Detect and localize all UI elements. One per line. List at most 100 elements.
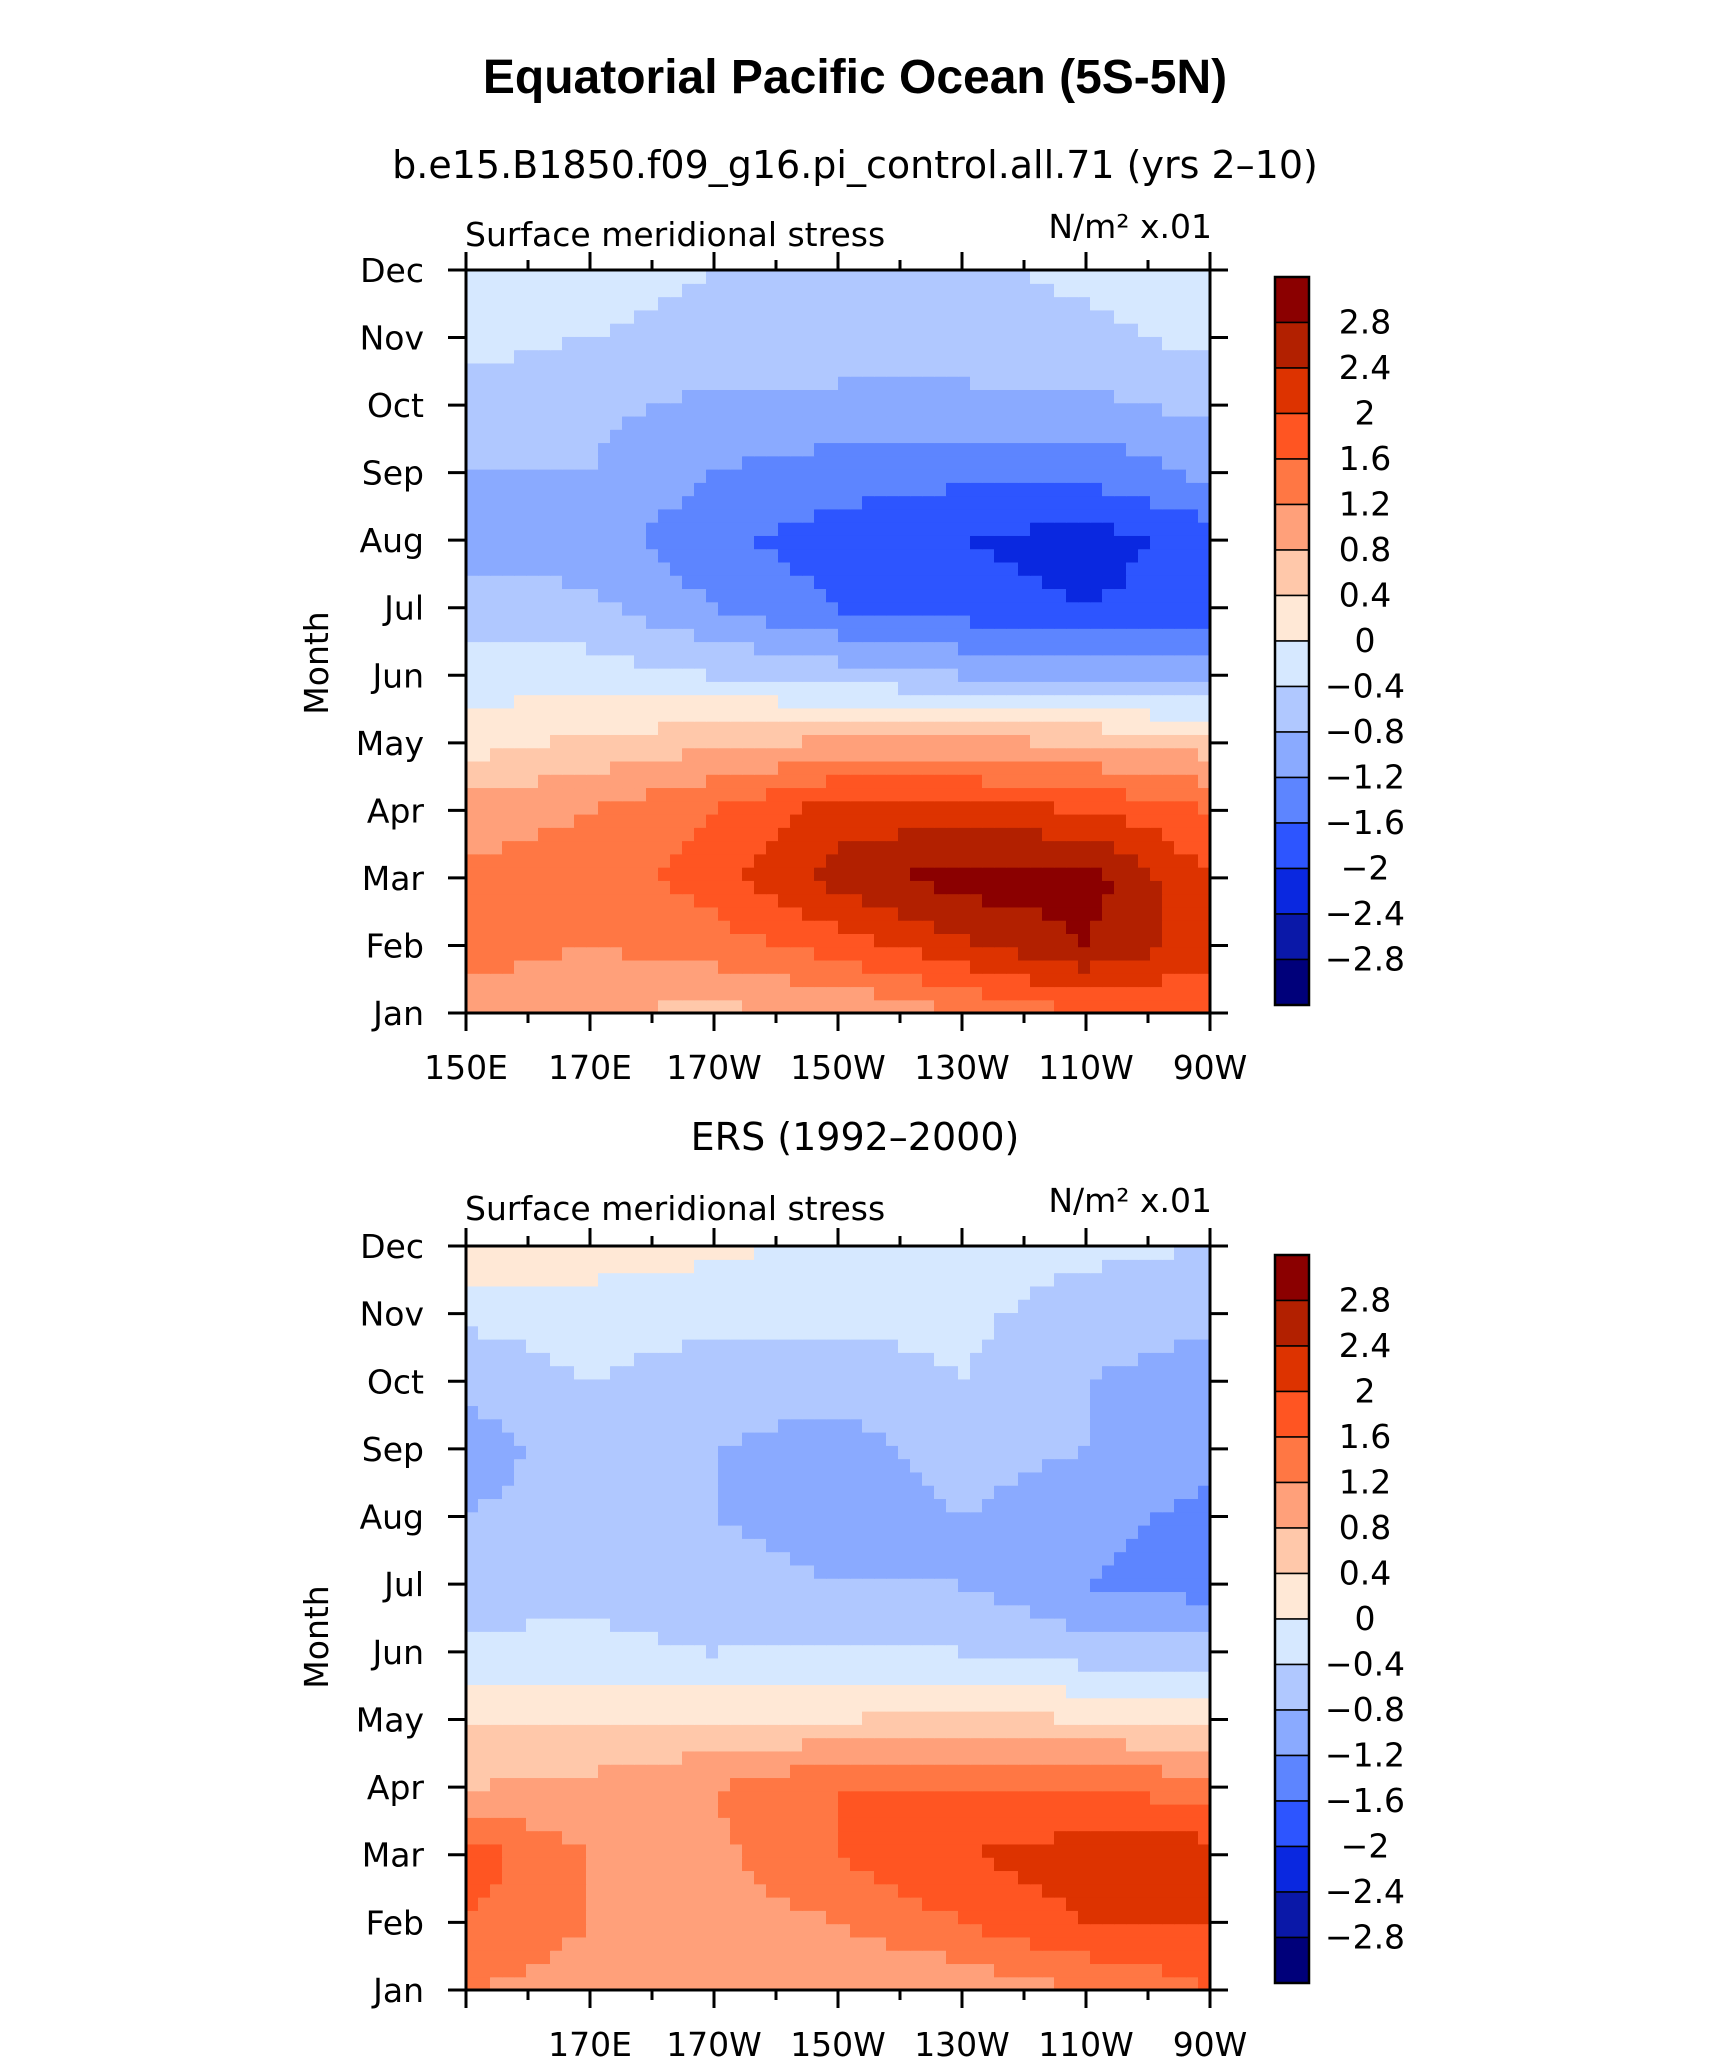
heatmap-cell [634, 336, 647, 351]
heatmap-cell [1054, 601, 1067, 616]
heatmap-cell [634, 946, 647, 961]
heatmap-cell [1030, 1764, 1043, 1779]
heatmap-cell [1186, 1857, 1199, 1872]
heatmap-cell [1186, 800, 1199, 815]
heatmap-cell [694, 1750, 707, 1765]
heatmap-cell [670, 1737, 683, 1752]
heatmap-cell [754, 1936, 767, 1951]
heatmap-cell [598, 402, 611, 417]
heatmap-cell [1030, 1883, 1043, 1898]
heatmap-cell [730, 853, 743, 868]
heatmap-cell [730, 296, 743, 311]
heatmap-cell [586, 853, 599, 868]
heatmap-cell [634, 1950, 647, 1965]
heatmap-cell [1162, 959, 1175, 974]
heatmap-cell [490, 853, 503, 868]
heatmap-cell [562, 986, 575, 1001]
heatmap-cell [466, 920, 479, 934]
heatmap-cell [1078, 734, 1091, 749]
heatmap-cell [1162, 575, 1175, 590]
heatmap-cell [490, 588, 503, 603]
heatmap-cell [490, 1950, 503, 1965]
heatmap-cell [718, 575, 731, 590]
heatmap-cell [790, 774, 803, 789]
heatmap-cell [598, 376, 611, 391]
heatmap-cell [730, 522, 743, 536]
heatmap-cell [646, 880, 659, 895]
heatmap-cell [1162, 601, 1175, 616]
heatmap-cell [1174, 774, 1187, 789]
heatmap-cell [802, 893, 815, 908]
heatmap-cell [466, 946, 479, 961]
heatmap-cell [502, 1724, 515, 1739]
heatmap-cell [982, 1737, 995, 1752]
heatmap-cell [934, 681, 947, 696]
heatmap-cell [1114, 296, 1127, 311]
heatmap-cell [526, 482, 539, 497]
heatmap-cell [1198, 508, 1211, 523]
heatmap-cell [850, 1950, 863, 1965]
heatmap-cell [898, 283, 911, 298]
heatmap-cell [550, 694, 563, 709]
colorbar-box [1274, 685, 1310, 733]
heatmap-cell [706, 548, 719, 563]
heatmap-cell [1006, 455, 1019, 470]
heatmap-cell [1174, 1790, 1187, 1805]
heatmap-cell [790, 827, 803, 842]
heatmap-cell [898, 389, 911, 404]
heatmap-cell [1054, 800, 1067, 815]
heatmap-cell [574, 1737, 587, 1752]
heatmap-cell [898, 1817, 911, 1832]
heatmap-cell [826, 1897, 839, 1911]
heatmap-cell [502, 389, 515, 404]
heatmap-cell [1078, 296, 1091, 311]
heatmap-cell [754, 376, 767, 391]
heatmap-cell [610, 336, 623, 351]
heatmap-cell [1078, 906, 1091, 921]
heatmap-cell [802, 827, 815, 842]
heatmap-cell [682, 389, 695, 404]
heatmap-cell [1078, 747, 1091, 762]
heatmap-cell [1006, 1976, 1019, 1991]
heatmap-cell [1006, 774, 1019, 789]
heatmap-cell [466, 1697, 479, 1712]
heatmap-cell [514, 1910, 527, 1925]
y-tick-label: Apr [367, 791, 425, 830]
heatmap-cell [682, 601, 695, 616]
heatmap-cell [814, 774, 827, 789]
heatmap-cell [658, 880, 671, 895]
heatmap-cell [982, 522, 995, 536]
heatmap-cell [970, 495, 983, 510]
heatmap-cell [1090, 548, 1103, 563]
heatmap-cell [490, 906, 503, 921]
heatmap-cell [1198, 1857, 1211, 1872]
heatmap-cell [538, 1804, 551, 1818]
heatmap-cell [982, 1830, 995, 1845]
heatmap-cell [838, 1950, 851, 1965]
heatmap-cell [646, 1777, 659, 1792]
heatmap-cell [1174, 893, 1187, 908]
heatmap-cell [1138, 1750, 1151, 1765]
heatmap-cell [850, 296, 863, 311]
heatmap-cell [1042, 1963, 1055, 1978]
heatmap-cell [742, 283, 755, 298]
heatmap-cell [826, 1936, 839, 1951]
heatmap-cell [1054, 415, 1067, 430]
heatmap-cell [886, 641, 899, 656]
heatmap-cell [922, 681, 935, 696]
heatmap-cell [526, 1750, 539, 1765]
heatmap-cell [1138, 1923, 1151, 1938]
heatmap-cell [970, 1883, 983, 1898]
heatmap-cell [982, 1817, 995, 1832]
heatmap-cell [574, 575, 587, 590]
heatmap-cell [502, 1897, 515, 1911]
heatmap-cell [1042, 1697, 1055, 1712]
heatmap-cell [610, 774, 623, 789]
heatmap-cell [1006, 813, 1019, 828]
heatmap-cell [1090, 1750, 1103, 1765]
heatmap-cell [1102, 548, 1115, 563]
heatmap-cell [478, 535, 491, 550]
heatmap-cell [502, 681, 515, 696]
heatmap-cell [706, 309, 719, 324]
heatmap-cell [730, 920, 743, 934]
